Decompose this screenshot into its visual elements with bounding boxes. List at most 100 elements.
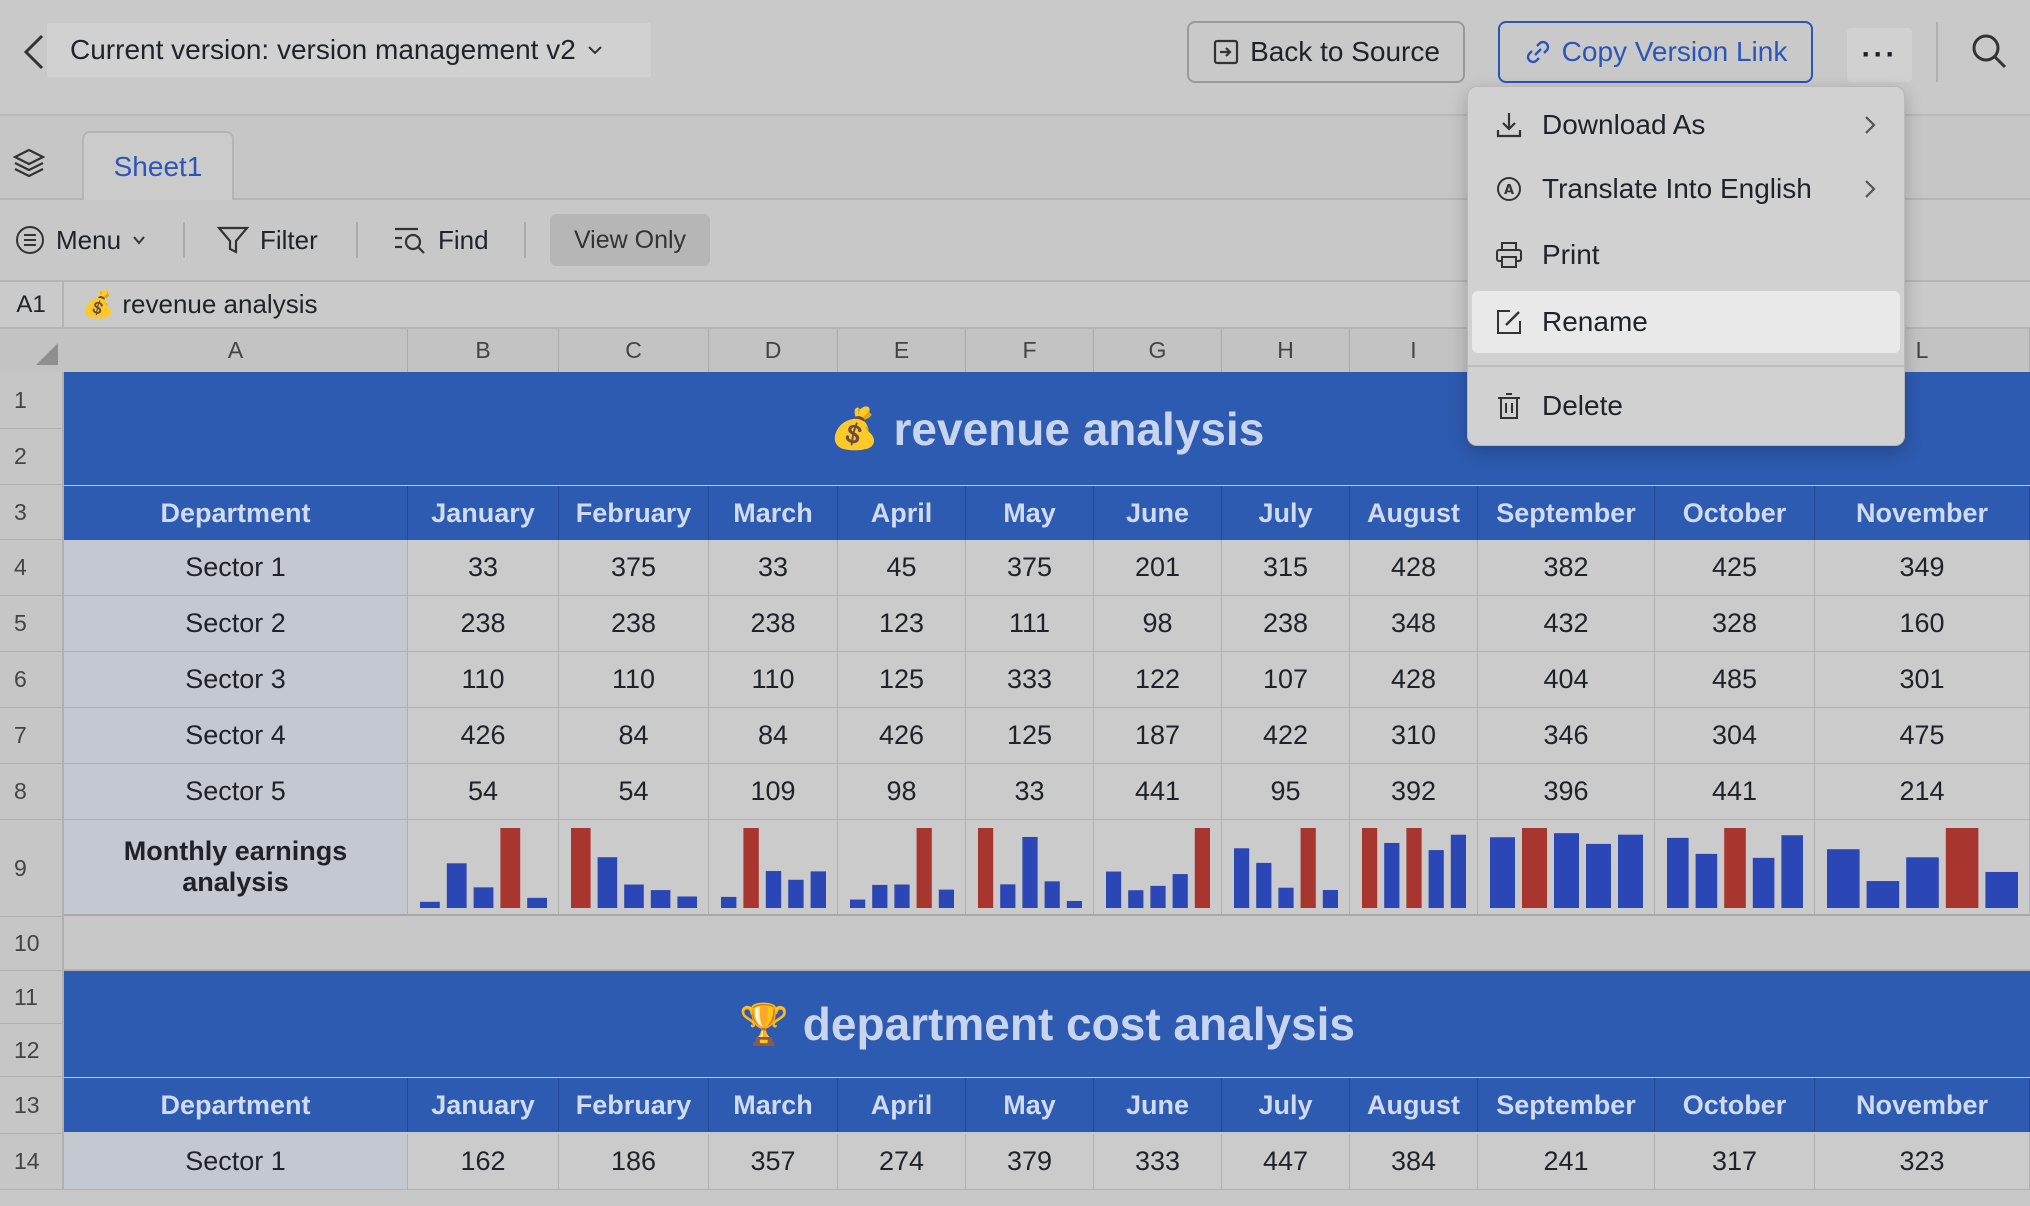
print-menu-item[interactable]: Print	[1472, 224, 1900, 286]
menu-button[interactable]: Menu	[14, 220, 147, 260]
row-header[interactable]: 7	[0, 708, 64, 764]
value-cell[interactable]: 315	[1222, 540, 1350, 596]
value-cell[interactable]: 214	[1815, 764, 2030, 820]
sparkline-cell[interactable]	[709, 820, 838, 916]
value-cell[interactable]: 162	[408, 1134, 559, 1190]
sparkline-cell[interactable]	[1655, 820, 1815, 916]
department-cell[interactable]: Sector 4	[64, 708, 408, 764]
value-cell[interactable]: 125	[966, 708, 1094, 764]
value-cell[interactable]: 333	[966, 652, 1094, 708]
search-icon[interactable]	[1968, 30, 2010, 72]
column-title[interactable]: April	[838, 486, 966, 540]
column-header[interactable]: B	[408, 329, 559, 372]
value-cell[interactable]: 238	[709, 596, 838, 652]
row-header[interactable]: 9	[0, 820, 64, 917]
value-cell[interactable]: 274	[838, 1134, 966, 1190]
translate-menu-item[interactable]: A Translate Into English	[1472, 158, 1900, 220]
column-title[interactable]: November	[1815, 1078, 2030, 1132]
value-cell[interactable]: 396	[1478, 764, 1655, 820]
column-title[interactable]: July	[1222, 486, 1350, 540]
value-cell[interactable]: 328	[1655, 596, 1815, 652]
value-cell[interactable]: 404	[1478, 652, 1655, 708]
value-cell[interactable]: 54	[559, 764, 709, 820]
cost-banner[interactable]: 🏆 department cost analysis	[64, 971, 2030, 1077]
layers-icon[interactable]	[12, 146, 46, 180]
monthly-earnings-label-cell[interactable]: Monthly earnings analysis	[64, 820, 408, 916]
value-cell[interactable]: 304	[1655, 708, 1815, 764]
value-cell[interactable]: 238	[408, 596, 559, 652]
value-cell[interactable]: 238	[1222, 596, 1350, 652]
tab-sheet1[interactable]: Sheet1	[82, 131, 234, 200]
value-cell[interactable]: 122	[1094, 652, 1222, 708]
column-header[interactable]: G	[1094, 329, 1222, 372]
value-cell[interactable]: 125	[838, 652, 966, 708]
value-cell[interactable]: 109	[709, 764, 838, 820]
value-cell[interactable]: 428	[1350, 540, 1478, 596]
back-arrow-icon[interactable]	[14, 30, 54, 74]
value-cell[interactable]: 98	[838, 764, 966, 820]
row-header[interactable]: 5	[0, 596, 64, 652]
value-cell[interactable]: 54	[408, 764, 559, 820]
value-cell[interactable]: 111	[966, 596, 1094, 652]
row-header[interactable]: 13	[0, 1077, 64, 1134]
value-cell[interactable]: 84	[709, 708, 838, 764]
value-cell[interactable]: 310	[1350, 708, 1478, 764]
value-cell[interactable]: 333	[1094, 1134, 1222, 1190]
row-header[interactable]: 3	[0, 485, 64, 540]
row-header[interactable]: 11	[0, 971, 64, 1024]
department-cell[interactable]: Sector 2	[64, 596, 408, 652]
sparkline-cell[interactable]	[408, 820, 559, 916]
download-as-menu-item[interactable]: Download As	[1472, 94, 1900, 156]
value-cell[interactable]: 475	[1815, 708, 2030, 764]
value-cell[interactable]: 432	[1478, 596, 1655, 652]
value-cell[interactable]: 441	[1094, 764, 1222, 820]
column-title[interactable]: October	[1655, 486, 1815, 540]
department-cell[interactable]: Sector 3	[64, 652, 408, 708]
value-cell[interactable]: 45	[838, 540, 966, 596]
value-cell[interactable]: 375	[966, 540, 1094, 596]
row-header[interactable]: 6	[0, 652, 64, 708]
column-title[interactable]: February	[559, 486, 709, 540]
value-cell[interactable]: 441	[1655, 764, 1815, 820]
value-cell[interactable]: 323	[1815, 1134, 2030, 1190]
value-cell[interactable]: 382	[1478, 540, 1655, 596]
value-cell[interactable]: 379	[966, 1134, 1094, 1190]
column-title[interactable]: Department	[64, 1078, 408, 1132]
value-cell[interactable]: 110	[559, 652, 709, 708]
value-cell[interactable]: 301	[1815, 652, 2030, 708]
row-header[interactable]: 2	[0, 429, 64, 485]
value-cell[interactable]: 485	[1655, 652, 1815, 708]
value-cell[interactable]: 33	[709, 540, 838, 596]
row-header[interactable]: 8	[0, 764, 64, 820]
value-cell[interactable]: 187	[1094, 708, 1222, 764]
value-cell[interactable]: 425	[1655, 540, 1815, 596]
cell-reference[interactable]: A1	[0, 282, 64, 327]
sparkline-cell[interactable]	[1094, 820, 1222, 916]
copy-version-link-button[interactable]: Copy Version Link	[1498, 21, 1813, 83]
sparkline-cell[interactable]	[838, 820, 966, 916]
value-cell[interactable]: 384	[1350, 1134, 1478, 1190]
formula-content[interactable]: 💰 revenue analysis	[82, 282, 318, 327]
back-to-source-button[interactable]: Back to Source	[1187, 21, 1465, 83]
value-cell[interactable]: 317	[1655, 1134, 1815, 1190]
value-cell[interactable]: 238	[559, 596, 709, 652]
column-header[interactable]: I	[1350, 329, 1478, 372]
rename-menu-item[interactable]: Rename	[1472, 291, 1900, 353]
row-header[interactable]: 10	[0, 917, 64, 971]
value-cell[interactable]: 349	[1815, 540, 2030, 596]
value-cell[interactable]: 346	[1478, 708, 1655, 764]
sparkline-cell[interactable]	[1478, 820, 1655, 916]
value-cell[interactable]: 428	[1350, 652, 1478, 708]
value-cell[interactable]: 426	[838, 708, 966, 764]
value-cell[interactable]: 201	[1094, 540, 1222, 596]
value-cell[interactable]: 95	[1222, 764, 1350, 820]
sparkline-cell[interactable]	[1815, 820, 2030, 916]
sparkline-cell[interactable]	[1350, 820, 1478, 916]
value-cell[interactable]: 392	[1350, 764, 1478, 820]
column-title[interactable]: September	[1478, 1078, 1655, 1132]
column-header[interactable]: H	[1222, 329, 1350, 372]
column-title[interactable]: January	[408, 486, 559, 540]
filter-button[interactable]: Filter	[216, 220, 318, 260]
column-header[interactable]: E	[838, 329, 966, 372]
column-title[interactable]: July	[1222, 1078, 1350, 1132]
